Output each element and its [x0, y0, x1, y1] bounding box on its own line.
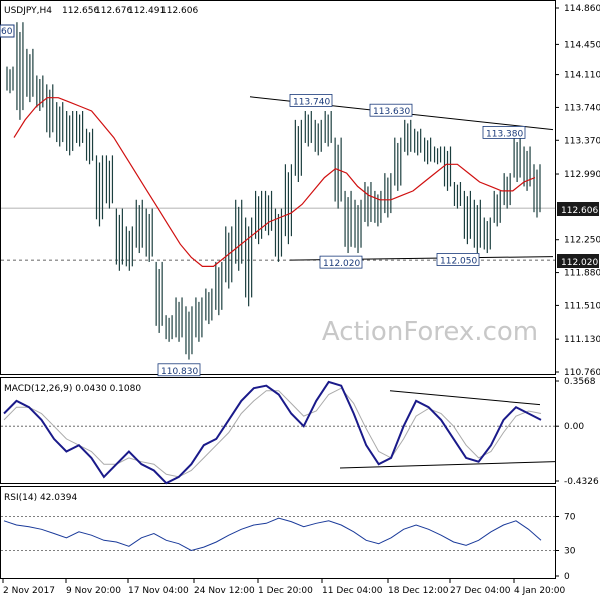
- price-tick-label: 111.130: [564, 335, 600, 345]
- price-tick-label: 110.760: [564, 368, 600, 378]
- annotation-box: [157, 363, 201, 377]
- price-tick-label: 113.370: [564, 136, 600, 146]
- support-price-label: 112.020: [561, 258, 598, 268]
- annotation-label: 113.740: [293, 97, 330, 107]
- price-tick-label: 113.740: [564, 103, 600, 113]
- price-tick-label: 112.250: [564, 236, 600, 246]
- macd-panel-frame: [0, 377, 556, 484]
- annotation-box: [369, 103, 413, 117]
- x-tick-label: 18 Dec 12:00: [388, 586, 449, 596]
- partial-label: 60: [1, 27, 13, 37]
- ohlc-close: 112.606: [161, 6, 198, 16]
- x-tick-label: 2 Nov 2017: [3, 586, 55, 596]
- macd-tick-label: 0.3568: [564, 377, 596, 387]
- rsi-tick-label: 0: [564, 572, 570, 582]
- x-tick-label: 17 Nov 04:00: [128, 586, 189, 596]
- macd-signal-line: [3, 387, 542, 478]
- annotation-box: [482, 125, 526, 139]
- rsi-panel-frame: [0, 486, 556, 579]
- macd-lower-trendline: [339, 461, 556, 469]
- ohlc-high: 112.676: [95, 6, 132, 16]
- x-tick-label: 24 Nov 12:00: [194, 586, 255, 596]
- ohlc-open: 112.656: [62, 6, 99, 16]
- price-tick-label: 114.110: [564, 71, 600, 81]
- annotation-box: [319, 255, 363, 269]
- annotation-label: 113.380: [486, 129, 523, 139]
- annotation-box: [289, 94, 333, 107]
- price-tick-label: 114.860: [564, 4, 600, 14]
- x-tick-label: 11 Dec 04:00: [322, 586, 383, 596]
- rsi-tick-label: 30: [564, 547, 576, 557]
- x-tick-label: 4 Jan 20:00: [514, 586, 566, 596]
- macd-upper-trendline: [389, 390, 541, 406]
- price-tick-label: 111.880: [564, 269, 600, 279]
- annotation-label: 110.830: [161, 367, 198, 377]
- rsi-tick-label: 70: [564, 513, 576, 523]
- x-tick-label: 9 Nov 20:00: [66, 586, 121, 596]
- annotation-label: 112.020: [323, 259, 360, 269]
- annotation-label: 112.050: [440, 256, 477, 266]
- price-tick-label: 112.990: [564, 170, 600, 180]
- current-price-label: 112.606: [561, 206, 598, 216]
- macd-label: MACD(12,26,9) 0.0430 0.1080: [4, 384, 141, 394]
- ohlc-low: 112.491: [128, 6, 165, 16]
- macd-tick-label: 0.00: [564, 422, 584, 432]
- price-tick-label: 111.510: [564, 301, 600, 311]
- x-tick-label: 27 Dec 04:00: [450, 586, 511, 596]
- macd-line: [3, 380, 542, 485]
- rsi-line: [3, 517, 542, 552]
- moving-average-line: [13, 97, 536, 267]
- watermark-text: ActionForex.com: [322, 317, 538, 347]
- support-price-tag: [557, 254, 599, 268]
- macd-tick-label: -0.4326: [564, 477, 599, 487]
- main-panel-frame: [0, 0, 556, 375]
- partial-box: [0, 24, 15, 38]
- x-tick-label: 1 Dec 20:00: [258, 586, 313, 596]
- price-tick-label: 114.450: [564, 40, 600, 50]
- rsi-label: RSI(14) 42.0394: [4, 493, 77, 503]
- annotation-label: 113.630: [373, 107, 410, 117]
- current-price-tag: [557, 202, 599, 216]
- annotation-box: [436, 253, 480, 266]
- chart-title: USDJPY,H4: [4, 6, 52, 16]
